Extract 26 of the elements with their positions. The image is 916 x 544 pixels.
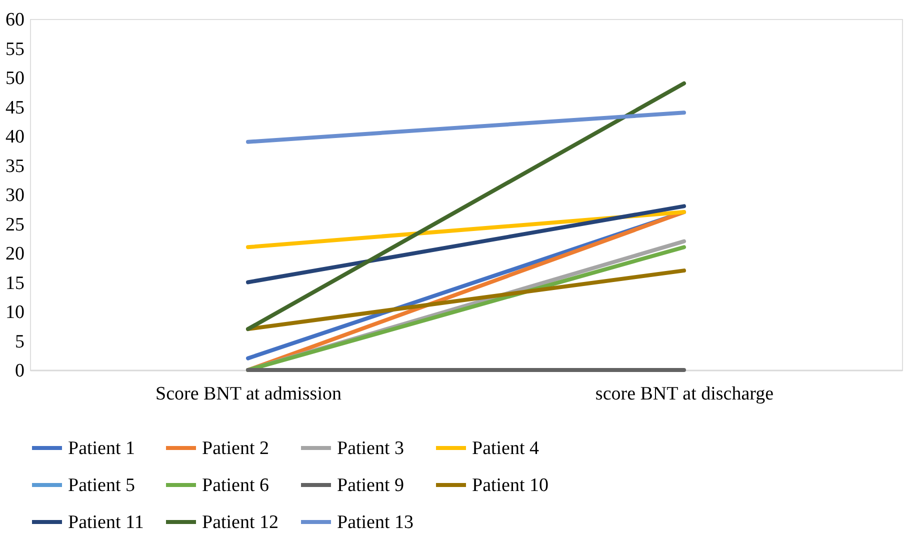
y-tick-label: 50 xyxy=(6,68,24,89)
y-tick-label: 25 xyxy=(6,214,24,236)
legend-label: Patient 3 xyxy=(337,438,404,459)
y-tick-label: 10 xyxy=(6,302,24,323)
y-tick-label: 45 xyxy=(6,97,24,118)
y-tick-label: 35 xyxy=(6,156,24,177)
y-tick-label: 15 xyxy=(6,272,24,294)
y-tick-label: 55 xyxy=(6,38,24,60)
legend-label: Patient 5 xyxy=(68,475,136,496)
legend-label: Patient 6 xyxy=(202,475,270,496)
legend-label: Patient 4 xyxy=(472,438,540,459)
legend-label: Patient 9 xyxy=(337,475,404,496)
y-tick-label: 40 xyxy=(6,126,24,148)
legend-label: Patient 13 xyxy=(337,512,414,533)
y-tick-label: 20 xyxy=(6,244,24,264)
legend-label: Patient 12 xyxy=(202,512,279,533)
legend-label: Patient 11 xyxy=(68,512,144,533)
y-tick-label: 5 xyxy=(15,331,24,352)
legend-label: Patient 10 xyxy=(472,475,549,496)
legend-label: Patient 2 xyxy=(202,438,270,459)
y-tick-label: 30 xyxy=(6,185,24,206)
y-tick-label: 60 xyxy=(6,10,24,30)
y-tick-label: 0 xyxy=(15,360,24,382)
legend-label: Patient 1 xyxy=(68,438,136,459)
x-tick-label: score BNT at discharge xyxy=(595,384,774,404)
x-tick-label: Score BNT at admission xyxy=(156,384,342,404)
